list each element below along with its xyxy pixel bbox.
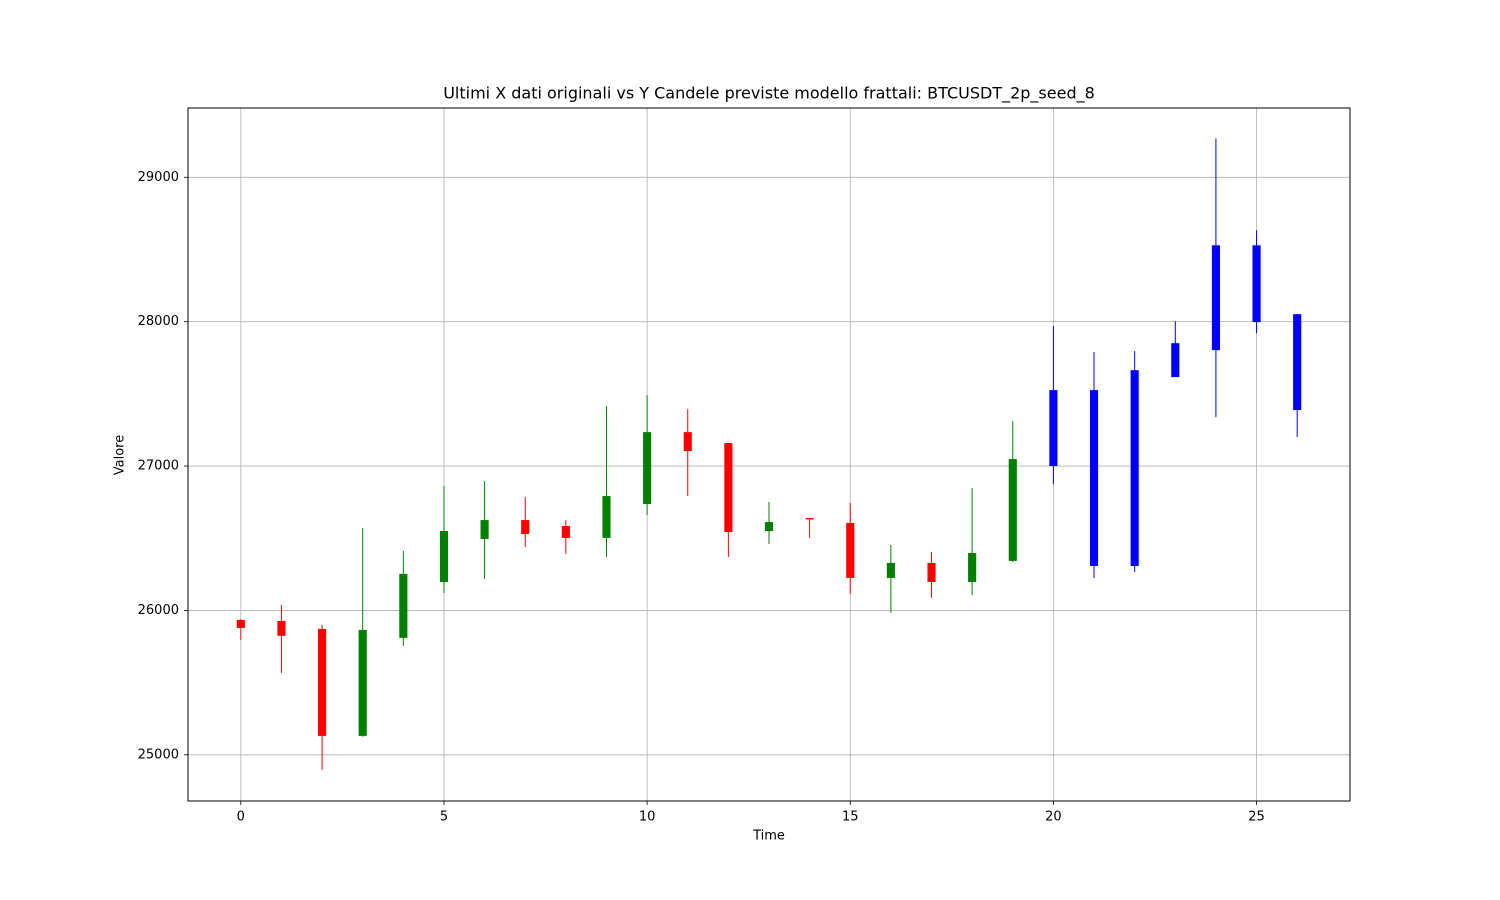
x-tick-label: 10: [639, 810, 656, 825]
y-tick-label: 25000: [138, 747, 179, 762]
x-tick-label: 5: [440, 810, 448, 825]
candle-body: [399, 573, 408, 638]
axes-frame: [187, 107, 1351, 802]
y-tick-label: 29000: [138, 170, 179, 185]
candle-body: [846, 522, 855, 578]
y-tick-label: 28000: [138, 314, 179, 329]
candle-body: [764, 522, 774, 532]
candle-body: [805, 518, 814, 520]
candle-body: [318, 628, 327, 736]
candle-body: [683, 432, 692, 452]
candle-body: [1171, 343, 1180, 378]
plot-area: 0 5 10 15 20 25 25000 26000 27000 28000 29000: [138, 108, 1350, 825]
candle-body: [358, 629, 367, 736]
x-tick-label: 15: [842, 810, 859, 825]
candle-body: [1008, 459, 1017, 561]
candle-body: [521, 520, 530, 535]
candle-body: [1252, 245, 1261, 323]
candle-body: [1293, 314, 1302, 411]
candle-body: [1089, 390, 1099, 566]
candle-body: [927, 562, 936, 582]
candle-body: [1130, 370, 1139, 566]
candle-body: [1211, 245, 1220, 351]
candle-body: [886, 562, 895, 578]
x-axis-label: Time: [752, 829, 785, 844]
candle-body: [561, 525, 570, 538]
candle-body: [968, 552, 977, 582]
candle-body: [236, 619, 245, 628]
candle-body: [643, 432, 652, 505]
candle-body: [602, 496, 611, 538]
candle-body: [724, 443, 733, 533]
y-tick-label: 26000: [138, 603, 179, 618]
candle-body: [1049, 390, 1058, 467]
x-tick-label: 25: [1248, 810, 1265, 825]
x-tick-label: 20: [1045, 810, 1062, 825]
y-tick-label: 27000: [138, 459, 179, 474]
candle-body: [277, 620, 286, 636]
y-axis-label: Valore: [113, 435, 128, 475]
candle-body: [439, 531, 449, 582]
x-tick-label: 0: [237, 810, 245, 825]
candle-body: [480, 520, 489, 539]
chart-title: Ultimi X dati originali vs Y Candele pre…: [443, 84, 1095, 104]
